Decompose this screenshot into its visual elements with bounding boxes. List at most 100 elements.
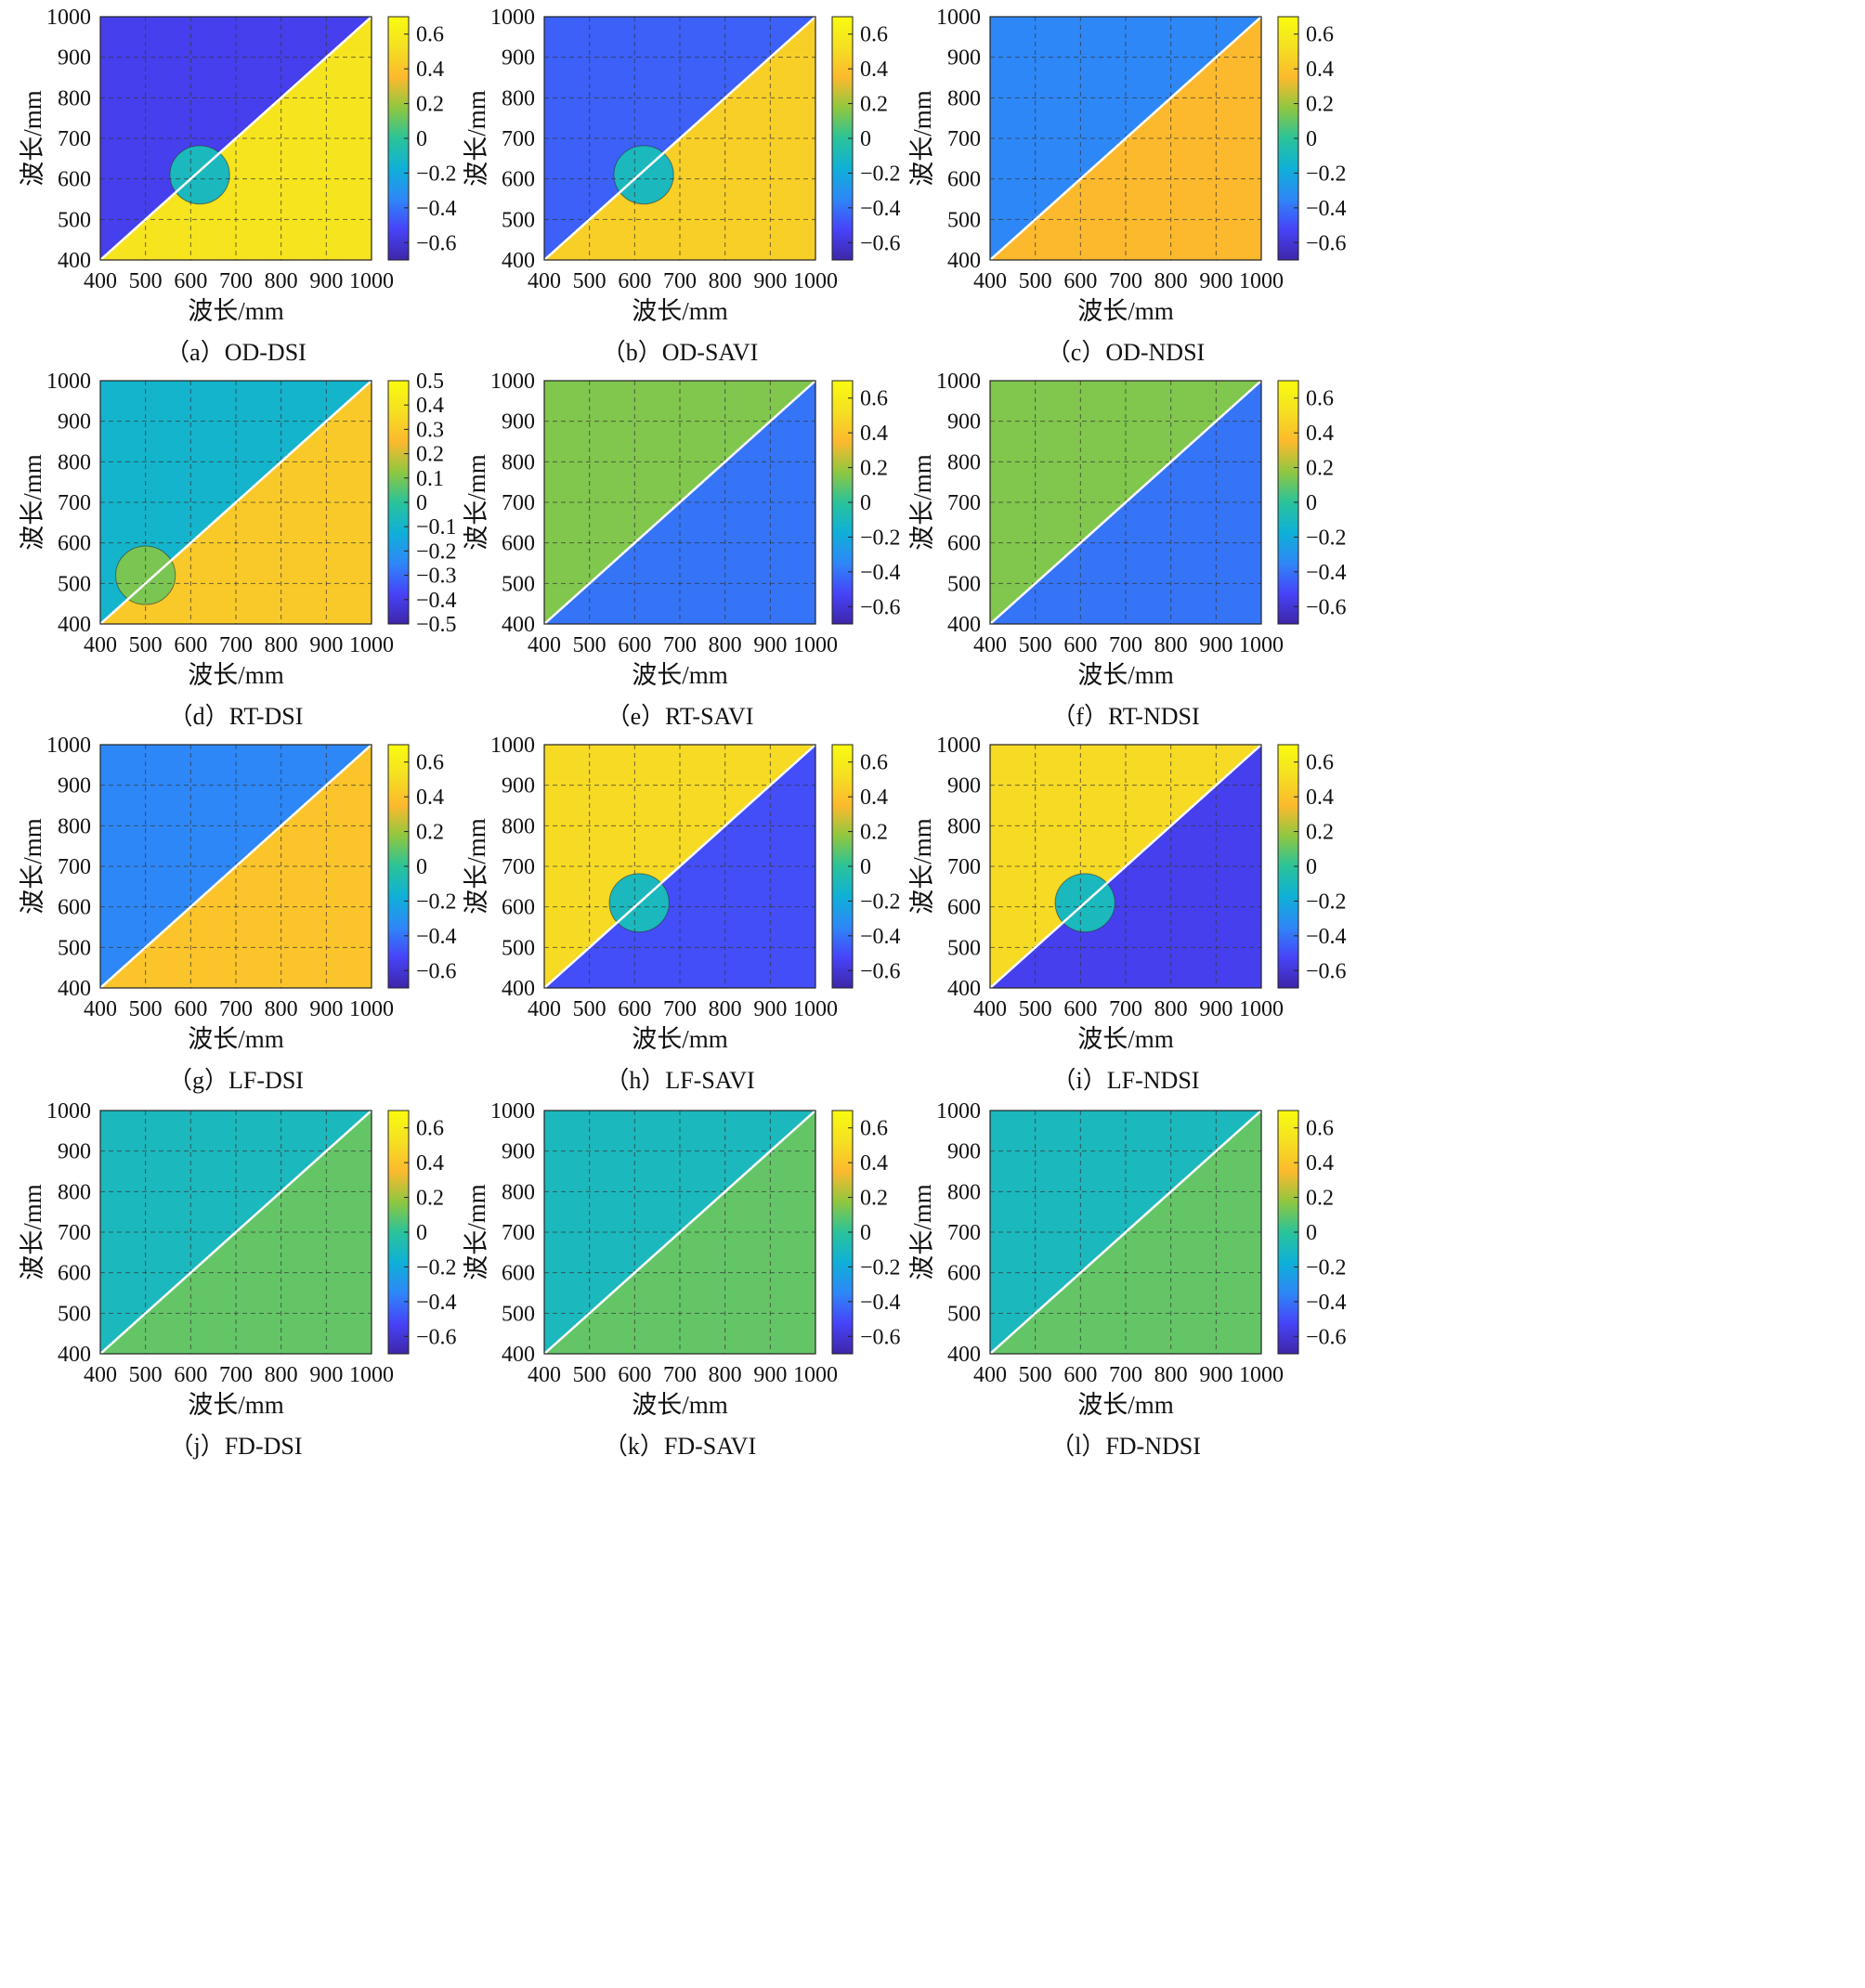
y-tick-label: 800 (502, 814, 535, 838)
y-tick-label: 900 (58, 1140, 91, 1164)
subplot-caption: （e）RT-SAVI (606, 703, 754, 730)
colorbar-tick-label: 0.6 (1306, 1117, 1334, 1141)
y-tick-label: 1000 (936, 734, 981, 758)
colorbar-tick-label: −0.4 (860, 197, 901, 221)
plot-frame (99, 1110, 372, 1355)
y-tick-label: 800 (58, 450, 91, 474)
diagonal-line (99, 380, 372, 625)
y-tick-label: 1000 (46, 370, 91, 394)
x-tick-label: 800 (1154, 997, 1188, 1021)
colorbar-tick-label: −0.6 (1306, 1325, 1347, 1349)
x-axis-label: 波长/mm (188, 1391, 284, 1419)
subplot-caption: （a）OD-DSI (165, 339, 306, 366)
x-tick-label: 700 (663, 633, 697, 657)
subplot-0: 400 500 600 700 800 900 1000400500600700800900… (19, 6, 457, 366)
x-tick-label: 900 (309, 633, 343, 657)
x-tick-label: 600 (174, 269, 207, 293)
heatmap-patch (613, 145, 674, 205)
colorbar-tick-label: 0 (416, 127, 427, 151)
x-tick-label: 600 (1063, 1363, 1097, 1387)
subplot-4: 400 500 600 700 800 900 1000400500600700800900… (463, 370, 901, 730)
diagonal-line (989, 744, 1262, 989)
y-tick-label: 1000 (936, 1099, 981, 1124)
colorbar-tick-label: −0.2 (1306, 162, 1347, 186)
y-tick-label: 1000 (46, 1099, 91, 1124)
y-tick-label: 500 (947, 572, 981, 596)
x-tick-label: 400 (84, 269, 117, 293)
x-tick-label: 600 (618, 633, 651, 657)
x-tick-label: 800 (265, 997, 298, 1021)
y-tick-label: 700 (502, 855, 535, 879)
x-tick-label: 800 (265, 1363, 298, 1387)
plot-frame (989, 1110, 1262, 1355)
colorbar-tick-label: −0.2 (860, 526, 901, 550)
x-tick-label: 1000 (1239, 269, 1284, 293)
x-tick-label: 500 (129, 269, 163, 293)
y-tick-label: 900 (502, 410, 535, 435)
x-tick-label: 600 (174, 1363, 207, 1387)
y-tick-label: 600 (947, 1262, 981, 1286)
colorbar-tick-label: −0.6 (1306, 959, 1347, 983)
colorbar-tick-label: −0.2 (416, 539, 457, 564)
x-tick-label: 600 (174, 997, 207, 1021)
x-tick-label: 900 (1199, 633, 1232, 657)
plot-frame (543, 16, 816, 261)
x-axis-label: 波长/mm (188, 1025, 284, 1053)
colorbar-tick-label: 0 (860, 855, 871, 879)
x-tick-label: 400 (528, 1363, 561, 1387)
subplot-caption: （i）LF-NDSI (1052, 1067, 1200, 1094)
subplot-7: 400 500 600 700 800 900 1000400500600700800900… (463, 734, 901, 1094)
y-tick-label: 500 (502, 572, 535, 596)
x-tick-label: 1000 (349, 269, 394, 293)
x-axis-label: 波长/mm (1077, 661, 1174, 689)
y-tick-label: 900 (947, 774, 981, 799)
colorbar-tick-label: −0.4 (1306, 1291, 1347, 1315)
colorbar-tick-label: 0.2 (1306, 93, 1334, 117)
colorbar-tick-label: 0.6 (860, 1117, 888, 1141)
y-axis-label: 波长/mm (908, 1184, 936, 1280)
y-tick-label: 700 (58, 1221, 91, 1245)
colorbar-tick-label: 0 (416, 491, 427, 515)
x-tick-label: 400 (973, 997, 1007, 1021)
colorbar-tick-label: 0.5 (416, 370, 444, 394)
diagonal-line (989, 380, 1262, 625)
x-axis-label: 波长/mm (632, 297, 728, 325)
x-axis-label: 波长/mm (632, 661, 728, 689)
x-tick-label: 600 (1063, 269, 1097, 293)
x-tick-label: 900 (753, 1363, 787, 1387)
x-tick-label: 500 (573, 269, 606, 293)
x-tick-label: 800 (265, 269, 298, 293)
x-tick-label: 500 (129, 997, 163, 1021)
x-axis-label: 波长/mm (1077, 297, 1174, 325)
x-tick-label: 1000 (793, 1363, 838, 1387)
y-tick-label: 900 (502, 1140, 535, 1164)
colorbar-tick-label: 0 (1306, 1221, 1317, 1245)
y-tick-label: 600 (502, 532, 535, 556)
y-axis-label: 波长/mm (463, 1184, 490, 1280)
x-tick-label: 800 (709, 1363, 742, 1387)
colorbar-tick-label: −0.4 (416, 1291, 457, 1315)
colorbar-tick-label: −0.6 (416, 1325, 457, 1349)
y-axis-label: 波长/mm (19, 90, 46, 187)
diagonal-line (543, 744, 816, 989)
y-tick-label: 700 (947, 491, 981, 515)
x-axis-label: 波长/mm (1077, 1025, 1174, 1053)
colorbar-tick-label: 0.4 (1306, 422, 1334, 446)
y-tick-label: 400 (947, 1343, 981, 1367)
y-tick-label: 400 (502, 1343, 535, 1367)
y-tick-label: 800 (58, 814, 91, 838)
x-tick-label: 700 (663, 269, 697, 293)
x-tick-label: 400 (528, 633, 561, 657)
colorbar-tick-label: 0.6 (860, 23, 888, 47)
plot-frame (99, 16, 372, 261)
y-tick-label: 700 (58, 491, 91, 515)
subplot-caption: （h）LF-SAVI (605, 1067, 754, 1094)
y-tick-label: 500 (58, 208, 91, 232)
plot-frame (543, 380, 816, 625)
y-axis-label: 波长/mm (19, 1184, 46, 1280)
colorbar-tick-label: 0.6 (860, 387, 888, 411)
y-tick-label: 600 (947, 896, 981, 920)
colorbar-tick-label: 0.6 (1306, 387, 1334, 411)
y-axis-label: 波长/mm (19, 818, 46, 915)
